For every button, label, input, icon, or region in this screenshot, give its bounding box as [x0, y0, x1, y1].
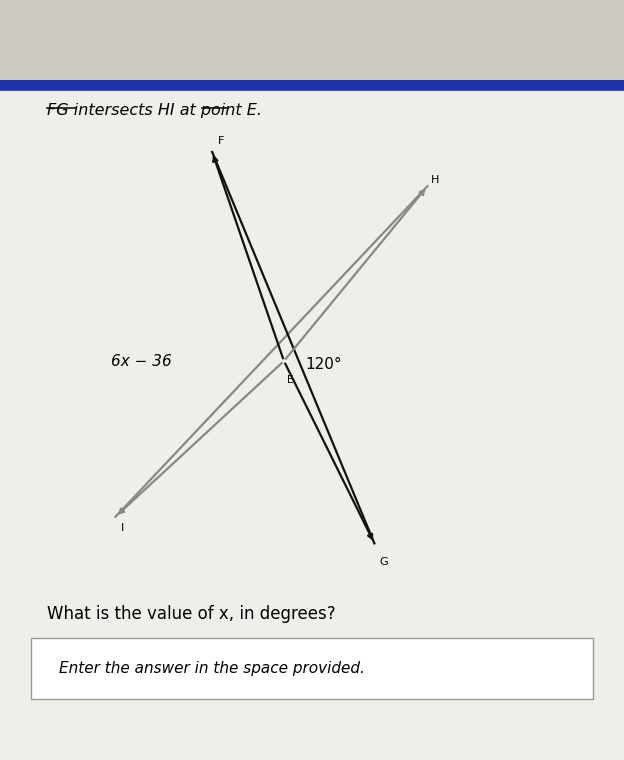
Text: FG intersects HI at point E.: FG intersects HI at point E. — [47, 103, 262, 118]
FancyBboxPatch shape — [31, 638, 593, 699]
Text: 120°: 120° — [306, 357, 343, 372]
Text: Enter the answer in the space provided.: Enter the answer in the space provided. — [59, 661, 365, 676]
Bar — [0, 0, 624, 80]
Text: E: E — [287, 375, 293, 385]
Text: I: I — [121, 523, 125, 534]
Text: G: G — [379, 557, 388, 568]
Text: 6x − 36: 6x − 36 — [111, 353, 172, 369]
Text: What is the value of x, in degrees?: What is the value of x, in degrees? — [47, 606, 336, 623]
Text: H: H — [431, 175, 439, 185]
Bar — [0, 80, 624, 90]
Text: F: F — [218, 135, 225, 146]
